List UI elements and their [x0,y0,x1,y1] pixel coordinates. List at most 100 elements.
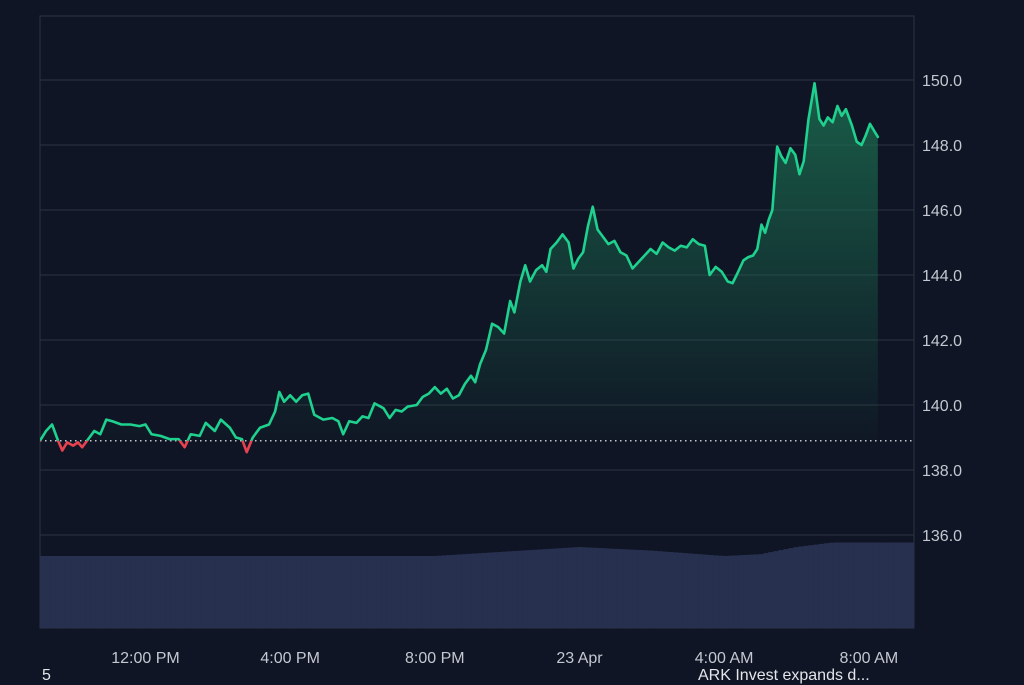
volume-bar [637,550,644,628]
volume-bar [110,556,116,628]
volume-bar [502,551,508,628]
volume-bar [461,554,468,628]
volume-bar [145,556,151,628]
volume-bar [341,556,347,628]
volume-bar [50,556,56,628]
y-tick-label: 138.0 [922,463,962,480]
volume-bar [657,551,664,628]
volume-bar [105,556,111,628]
volume-bar [90,556,96,628]
volume-bar [828,542,834,628]
volume-bar [431,556,438,628]
volume-bar [778,550,784,628]
volume-bar [592,547,598,628]
volume-bar [783,549,789,628]
volume-bar [738,555,744,628]
volume-bar [170,556,176,628]
volume-bar [336,556,342,628]
volume-bar [587,547,593,628]
volume-bar [672,552,679,628]
volume-bar [572,547,578,628]
volume-bar [813,544,819,628]
volume-bar [868,542,875,628]
volume-bar [456,554,463,628]
volume-bar [768,552,774,628]
volume-bar [376,556,382,628]
x-tick-label: 8:00 AM [839,650,898,667]
volume-bar [155,556,161,628]
volume-bar [200,556,207,628]
volume-bar [848,542,855,628]
volume-bar [135,556,141,628]
volume-bar [567,547,573,628]
volume-bar [356,556,362,628]
volume-bar [266,556,272,628]
volume-bar [632,549,639,628]
x-axis: 12:00 PM 4:00 PM 8:00 PM 23 Apr 4:00 AM 8:00 … [111,650,898,667]
volume-bar [235,556,242,628]
volume-bar [70,556,76,628]
volume-bars [40,542,915,628]
volume-bar [647,550,654,628]
volume-bar [140,556,146,628]
volume-bar [386,556,392,628]
y-tick-label: 140.0 [922,398,962,415]
volume-bar [487,552,493,628]
volume-bar [406,556,412,628]
volume-bar [175,556,181,628]
volume-bar [95,556,101,628]
volume-bar [903,542,910,628]
volume-bar [416,556,423,628]
volume-bar [522,550,528,628]
volume-bar [758,554,764,628]
volume-bar [471,553,478,628]
volume-bar [692,553,699,628]
volume-bar [617,549,623,628]
volume-bar [577,547,583,628]
volume-bar [261,556,267,628]
volume-bar [808,545,814,628]
y-tick-label: 148.0 [922,138,962,155]
volume-bar [426,556,433,628]
volume-bar [833,542,839,628]
volume-bar [296,556,302,628]
volume-bar [798,546,804,628]
volume-bar [446,555,453,628]
volume-bar [863,542,870,628]
volume-bar [311,556,317,628]
y-tick-label: 146.0 [922,203,962,220]
volume-bar [898,542,905,628]
volume-bar [331,556,337,628]
x-tick-label: 23 Apr [556,650,603,667]
volume-bar [441,555,448,628]
volume-bar [537,549,543,628]
footer-left-text: 5 [42,667,51,684]
volume-bar [883,542,890,628]
volume-bar [55,556,61,628]
price-line-up [40,81,880,441]
volume-bar [351,556,357,628]
volume-bar [75,556,81,628]
volume-bar [245,556,252,628]
volume-bar [698,554,704,628]
volume-bar [512,551,518,628]
volume-bar [718,555,724,628]
volume-bar [908,542,915,628]
news-headline-link[interactable]: ARK Invest expands d... [698,667,870,684]
volume-bar [497,551,503,628]
x-tick-label: 12:00 PM [111,650,179,667]
volume-bar [150,556,156,628]
volume-bar [507,551,513,628]
volume-bar [291,556,297,628]
volume-bar [542,549,548,628]
volume-bar [492,552,498,628]
volume-bar [65,556,71,628]
volume-bar [667,551,674,628]
volume-bar [517,550,523,628]
volume-bar [527,550,533,628]
volume-bar [723,555,729,628]
volume-bar [120,556,126,628]
price-area-fill [40,83,878,441]
volume-bar [482,552,488,628]
